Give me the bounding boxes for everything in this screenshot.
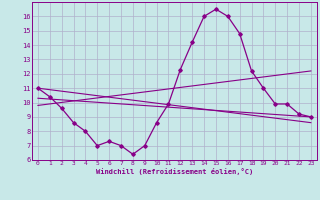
X-axis label: Windchill (Refroidissement éolien,°C): Windchill (Refroidissement éolien,°C) (96, 168, 253, 175)
